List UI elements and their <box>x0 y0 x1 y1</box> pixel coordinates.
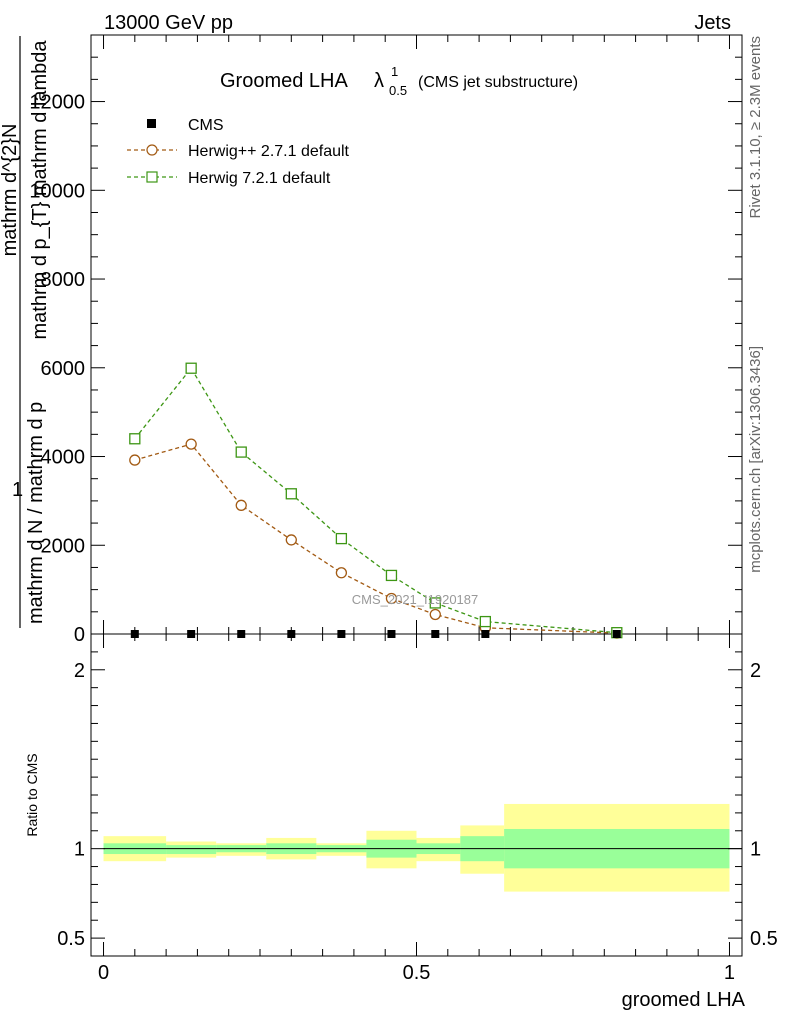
herwig7-point-0 <box>129 433 141 445</box>
legend-herwigpp-label: Herwig++ 2.7.1 default <box>188 143 350 160</box>
cms-point-7 <box>481 630 490 638</box>
cms-point-8 <box>612 630 621 638</box>
xtick-label-2: 1 <box>724 962 735 984</box>
mcplots-label: mcplots.cern.ch [arXiv:1306.3436] <box>747 346 764 573</box>
main-ytick-label-2: 4000 <box>41 447 86 469</box>
herwig7-point-1 <box>185 362 197 374</box>
rivet-label: Rivet 3.1.10, ≥ 2.3M events <box>747 36 764 219</box>
ratio-ytick-label-left-1: 1 <box>74 839 85 861</box>
main-ytick-label-1: 2000 <box>41 535 86 557</box>
ylabel-line-c: mathrm d p_{T} mathrm d lambda <box>29 40 51 340</box>
xtick-label-0: 0 <box>98 962 109 984</box>
herwig7-point-5 <box>385 569 398 582</box>
ratio-ytick-label-left-0: 0.5 <box>57 928 85 950</box>
jets-label: Jets <box>694 12 731 34</box>
ratio-plot-frame <box>90 633 743 957</box>
herwigpp-point-1 <box>185 438 197 450</box>
energy-label: 13000 GeV pp <box>104 12 233 34</box>
title-sup: 1 <box>391 64 398 79</box>
main-ytick-label-5: 10000 <box>29 180 85 202</box>
main-plot: 0 2000 4000 6000 8000 10000 12000 <box>29 35 742 646</box>
ratio-ytick-label-right-2: 2 <box>750 660 761 682</box>
title-lambda: λ <box>374 70 384 92</box>
cms-point-1 <box>187 630 196 638</box>
ratio-ylabel: Ratio to CMS <box>24 753 40 836</box>
herwig7-point-6 <box>429 597 441 609</box>
main-ylabel: 1 mathrm d N / mathrm d p mathrm d^{2}N … <box>0 36 51 628</box>
herwig7-point-7 <box>479 615 492 628</box>
herwigpp-point-2 <box>235 499 247 511</box>
herwigpp-point-0 <box>129 454 141 466</box>
ratio-plot: 0.5 0.5 1 1 2 2 0 0.5 1 <box>57 634 778 984</box>
legend: CMS Herwig++ 2.7.1 default Herwig 7.2.1 … <box>127 117 350 187</box>
herwig7-point-3 <box>285 488 297 500</box>
legend-herwig7-label: Herwig 7.2.1 default <box>188 170 331 187</box>
ylabel-line-a: mathrm d N / mathrm d p <box>25 402 47 624</box>
cms-point-5 <box>387 630 396 638</box>
ratio-ytick-label-right-0: 0.5 <box>750 928 778 950</box>
series-line-1 <box>134 367 617 634</box>
ylabel-line-b: mathrm d^{2}N <box>0 124 21 257</box>
herwigpp-point-6 <box>429 608 441 621</box>
main-ytick-label-4: 8000 <box>41 269 86 291</box>
title-sub: 0.5 <box>389 83 407 98</box>
legend-cms-label: CMS <box>188 117 224 134</box>
xtick-label-1: 0.5 <box>403 962 431 984</box>
xaxis-label: groomed LHA <box>622 989 746 1011</box>
main-ytick-label-3: 6000 <box>41 358 86 380</box>
main-ytick-label-0: 0 <box>74 624 85 646</box>
title-main: Groomed LHA <box>220 70 348 92</box>
ratio-band-inner-1 <box>166 845 217 855</box>
main-ytick-label-6: 12000 <box>29 92 85 114</box>
series-line-0 <box>134 443 617 634</box>
ratio-ytick-label-left-2: 2 <box>74 660 85 682</box>
cms-point-2 <box>237 630 246 638</box>
herwig7-point-4 <box>335 532 348 545</box>
legend-cms-marker <box>147 119 156 128</box>
ylabel-one: 1 <box>12 479 23 501</box>
herwigpp-point-5 <box>385 592 398 605</box>
herwigpp-point-4 <box>335 567 348 579</box>
analysis-watermark: CMS_2021_I1920187 <box>352 592 479 607</box>
ratio-ytick-label-right-1: 1 <box>750 839 761 861</box>
legend-herwig7-marker <box>146 171 158 183</box>
plot-title: Groomed LHA λ 1 0.5 (CMS jet substructur… <box>220 64 578 98</box>
legend-herwigpp-marker <box>146 144 158 156</box>
herwig7-point-2 <box>235 446 247 458</box>
herwigpp-point-3 <box>285 534 297 546</box>
cms-point-6 <box>431 630 440 638</box>
cms-point-4 <box>337 630 346 638</box>
title-paren: (CMS jet substructure) <box>418 74 578 91</box>
